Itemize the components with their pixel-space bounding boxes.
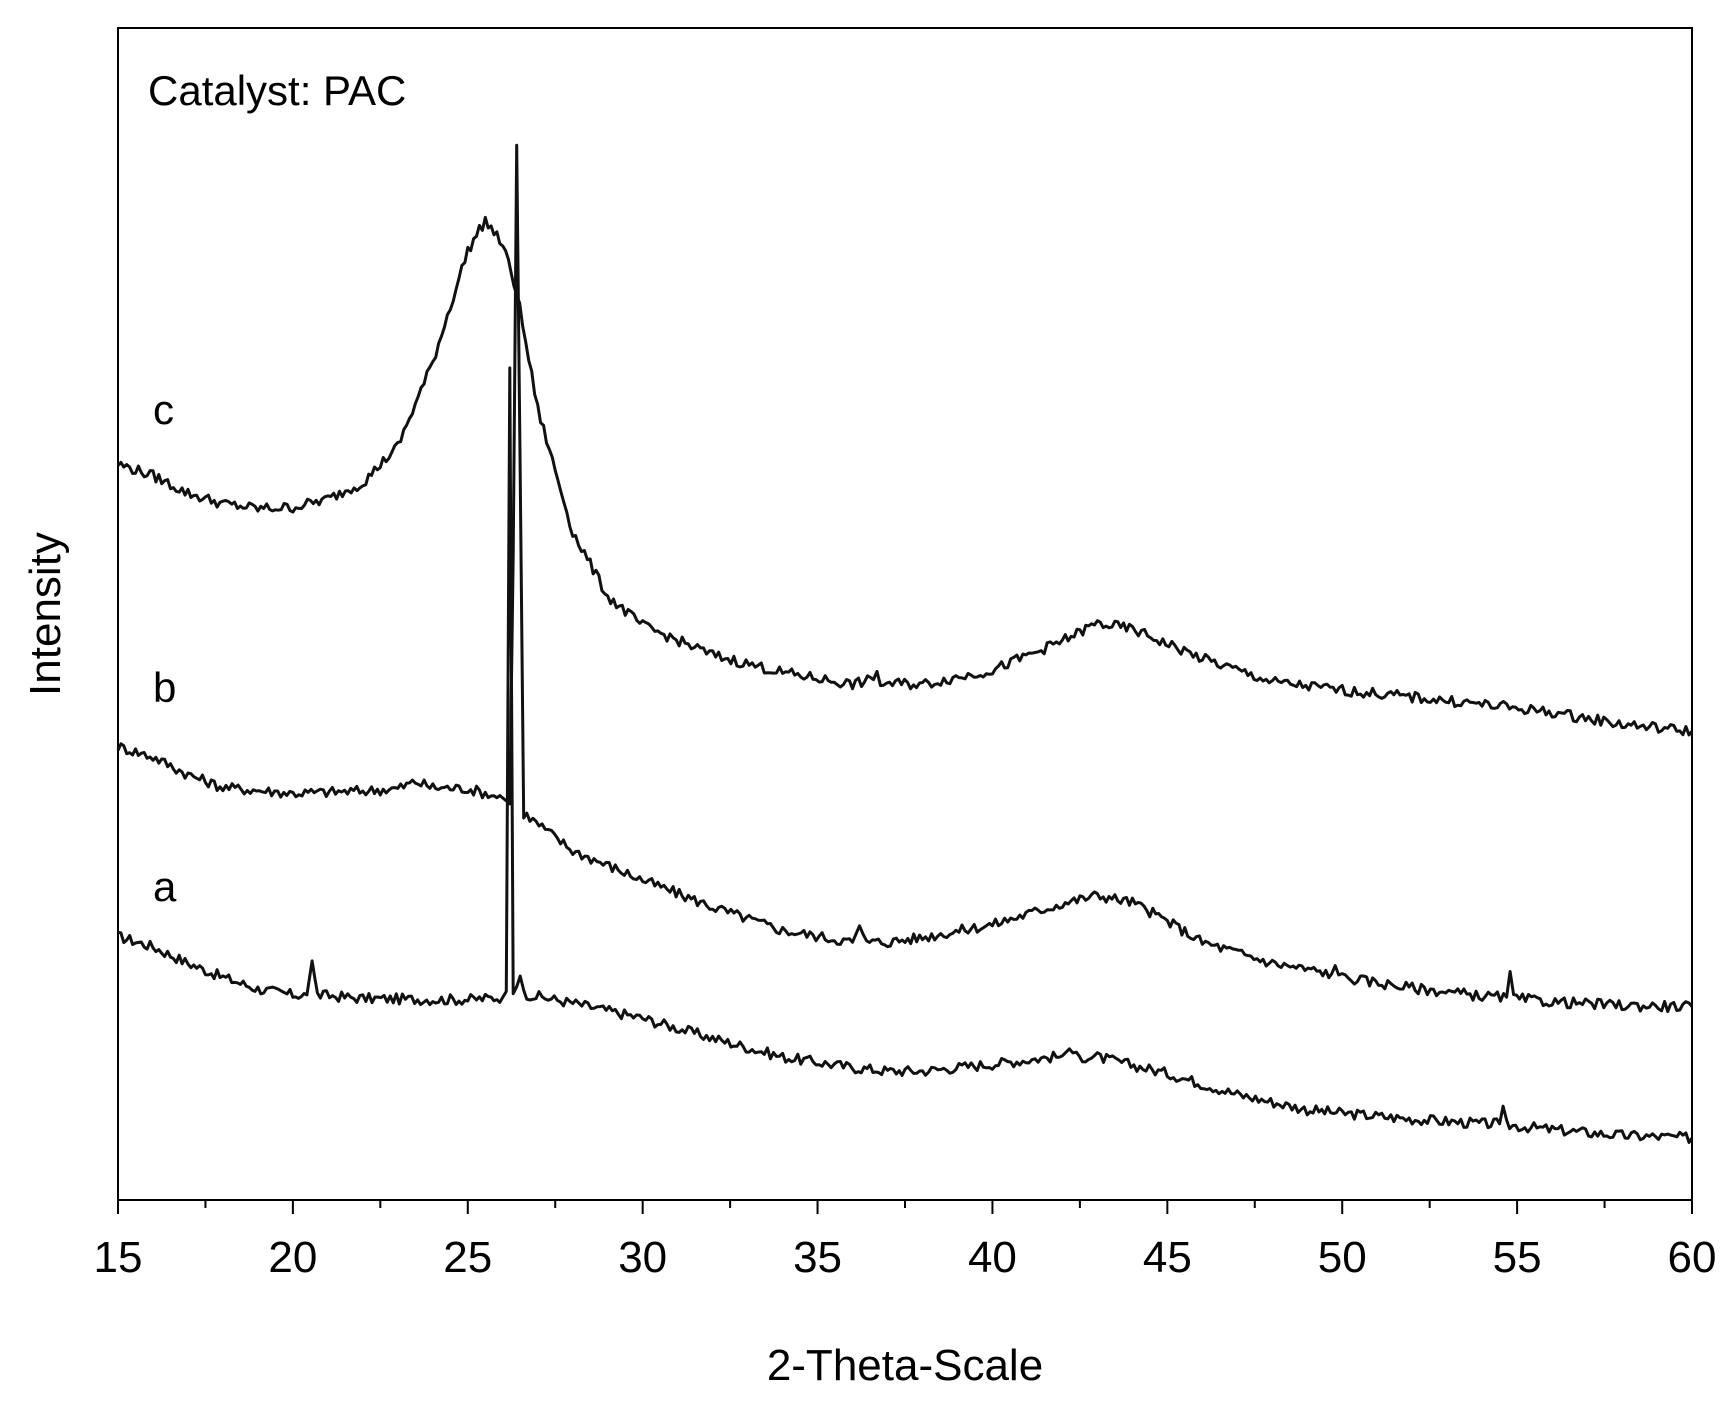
x-tick-label: 35 [793,1233,842,1282]
plot-frame [117,27,1693,1201]
x-tick-label: 40 [968,1233,1017,1282]
x-tick-label: 20 [268,1233,317,1282]
series-layer [116,143,1694,1144]
series-line-b [116,143,1694,1013]
x-axis-ticks: 15 20 25 30 35 40 45 50 55 60 [94,1200,1717,1282]
series-line-a [117,366,1694,1144]
curve-label-a: a [153,863,177,910]
x-tick-label: 15 [94,1233,143,1282]
curve-labels: a b c [153,386,177,910]
y-axis-title: Intensity [21,532,70,696]
curve-label-b: b [153,664,176,711]
series-line-c [116,215,1694,737]
x-tick-label: 55 [1493,1233,1542,1282]
catalyst-annotation: Catalyst: PAC [148,67,406,114]
x-tick-label: 45 [1143,1233,1192,1282]
x-axis-title: 2-Theta-Scale [767,1341,1043,1390]
x-tick-label: 25 [443,1233,492,1282]
x-tick-label: 50 [1318,1233,1367,1282]
x-tick-label: 60 [1668,1233,1717,1282]
x-tick-label: 30 [618,1233,667,1282]
curve-label-c: c [153,386,174,433]
